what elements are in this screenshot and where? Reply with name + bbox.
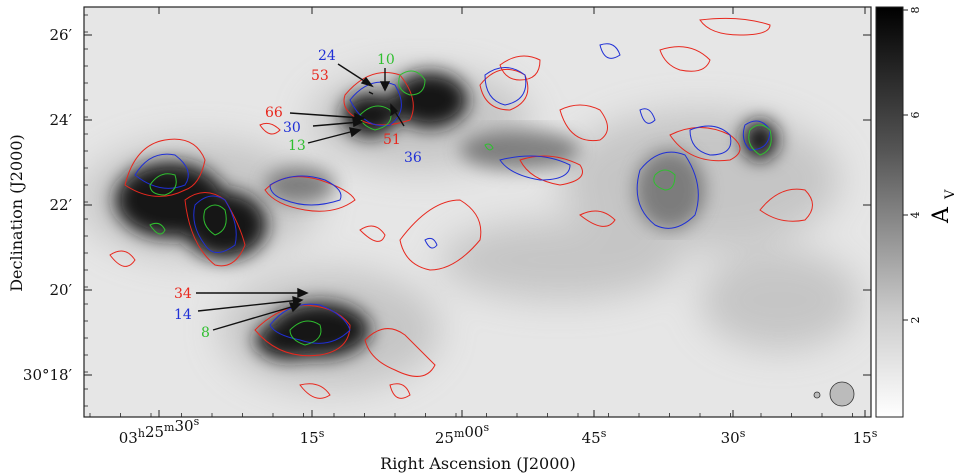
- svg-text:A: A: [929, 206, 954, 224]
- large-beam-circle: [829, 381, 855, 407]
- ra-tick-label: 03h25m30s: [119, 415, 200, 447]
- dec-tick-label: 20′: [50, 281, 73, 299]
- colorbar-label: A V: [929, 189, 958, 224]
- ra-tick-label: 25m00s: [435, 421, 490, 447]
- dec-tick-label: 26′: [50, 26, 73, 44]
- label-51: 51: [383, 132, 401, 148]
- svg-text:V: V: [943, 189, 958, 200]
- label-8: 8: [201, 325, 210, 341]
- label-10: 10: [377, 52, 395, 68]
- contours: [109, 17, 813, 399]
- red-contours: [109, 17, 813, 399]
- small-beam-circle: [813, 391, 821, 399]
- colorbar: [875, 6, 904, 418]
- colorbar-tick-label: 6: [909, 112, 922, 119]
- label-30: 30: [283, 120, 301, 136]
- blue-contours: [134, 43, 771, 344]
- label-13: 13: [288, 138, 306, 154]
- ra-axis: 03h25m30s 15s 25m00s 45s 30s 15s: [89, 7, 878, 447]
- label-14: 14: [174, 307, 192, 323]
- plot-frame: [83, 6, 872, 418]
- ra-tick-label: 45s: [582, 427, 607, 447]
- label-66: 66: [265, 105, 283, 121]
- ra-tick-label: 30s: [721, 427, 746, 447]
- y-axis-label: Declination (J2000): [7, 134, 26, 292]
- dec-tick-label: 24′: [50, 111, 73, 129]
- label-53: 53: [311, 68, 329, 84]
- label-36: 36: [404, 150, 422, 166]
- x-axis-label: Right Ascension (J2000): [380, 454, 576, 473]
- label-34: 34: [174, 286, 192, 302]
- green-contours: [149, 70, 772, 346]
- dec-tick-label: 30°18′: [23, 366, 73, 384]
- dec-tick-label: 22′: [50, 196, 73, 214]
- ra-tick-label: 15s: [853, 427, 878, 447]
- extinction-image: [84, 7, 871, 417]
- colorbar-ticks: 8 6 4 2: [903, 7, 922, 324]
- ra-tick-label: 15s: [300, 427, 325, 447]
- colorbar-tick-label: 4: [909, 212, 922, 219]
- arrows: [196, 63, 405, 331]
- label-24: 24: [318, 48, 336, 64]
- colorbar-tick-label: 2: [909, 317, 922, 324]
- colorbar-tick-label: 8: [909, 7, 922, 14]
- dec-axis: 26′ 24′ 22′ 20′ 30°18′: [23, 14, 871, 407]
